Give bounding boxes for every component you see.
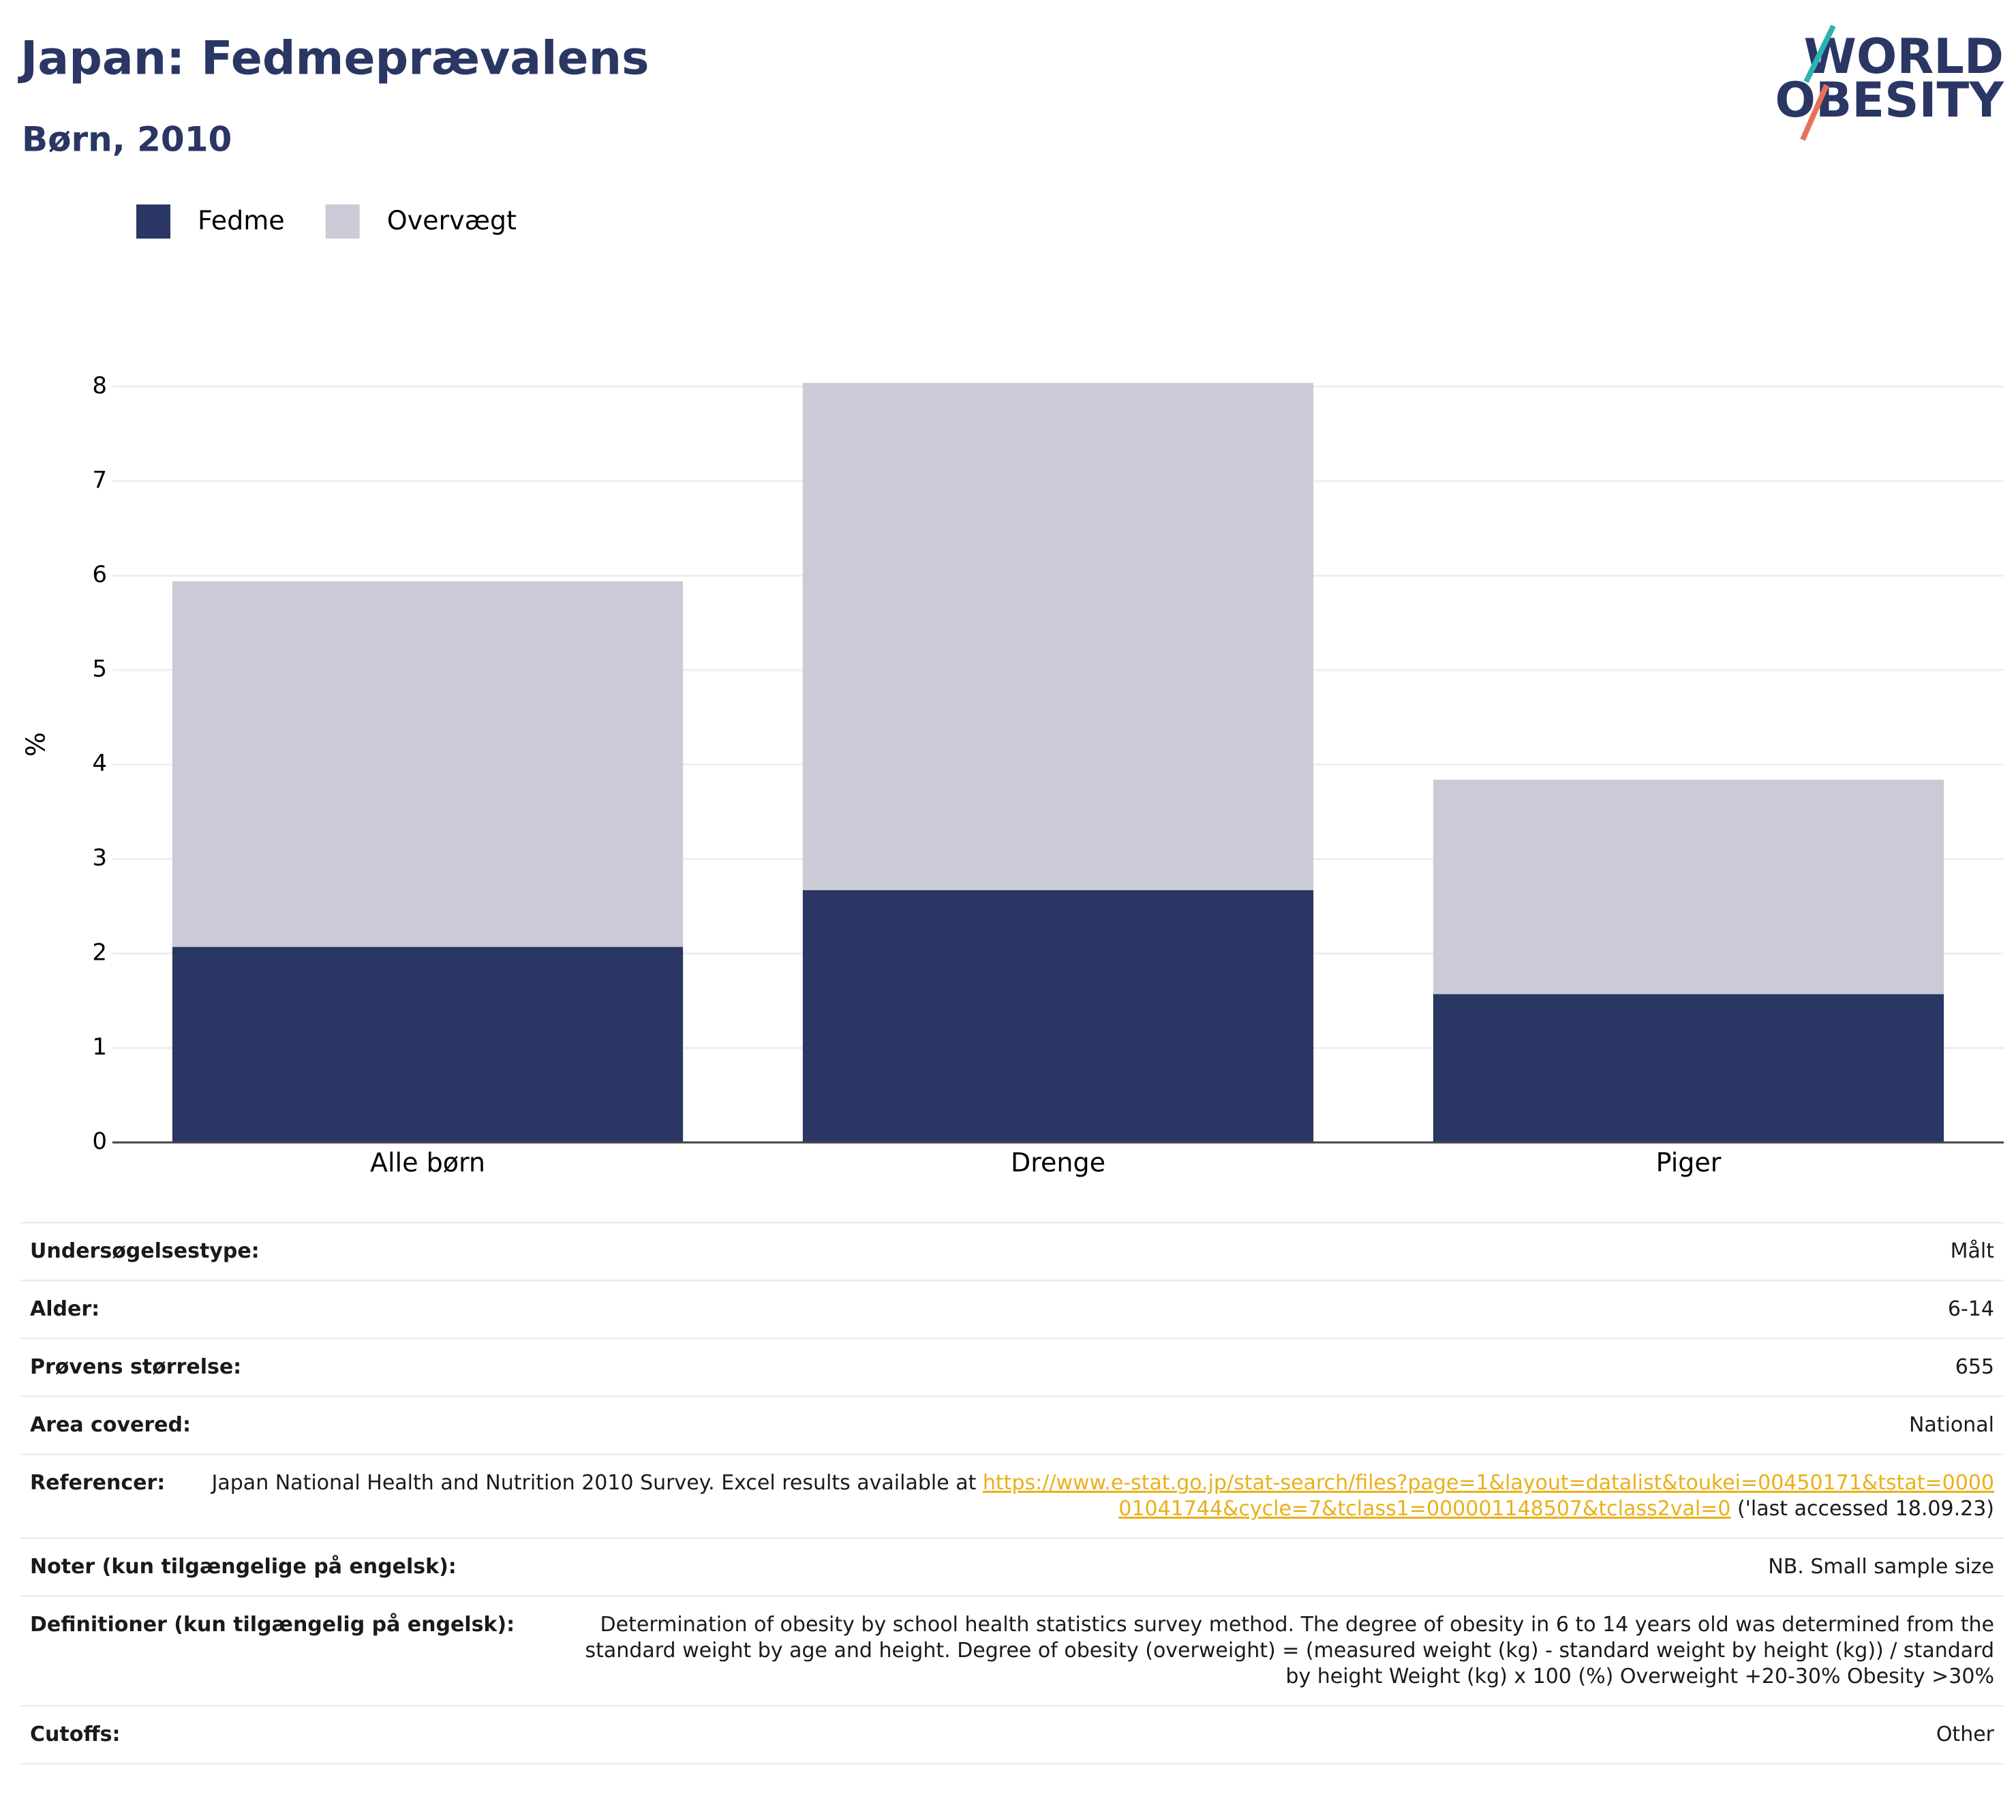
chart-title: Japan: Fedmeprævalens xyxy=(18,32,649,86)
chart: Japan: Fedmeprævalens Børn, 2010 WORLD O… xyxy=(18,25,2004,1178)
info-text: NB. Small sample size xyxy=(1768,1555,1994,1579)
info-value: National xyxy=(1909,1412,1994,1438)
info-value: Japan National Health and Nutrition 2010… xyxy=(206,1470,1994,1522)
info-value: Other xyxy=(1936,1722,1994,1748)
bar-segment xyxy=(802,382,1314,890)
info-text: 655 xyxy=(1955,1355,1994,1379)
legend-label: Fedme xyxy=(198,206,285,236)
bar-segment xyxy=(172,947,684,1142)
bar-segment xyxy=(1433,779,1944,995)
info-label: Referencer: xyxy=(30,1471,166,1495)
info-row: Referencer: Japan National Health and Nut… xyxy=(20,1453,2004,1537)
info-row: Alder: 6-14 xyxy=(20,1279,2004,1337)
info-row: Definitioner (kun tilgængelig på engelsk… xyxy=(20,1595,2004,1705)
info-value: 655 xyxy=(1955,1354,1994,1380)
bar-segment xyxy=(172,581,684,947)
info-row: Noter (kun tilgængelige på engelsk): NB. … xyxy=(20,1537,2004,1595)
legend-swatch xyxy=(325,204,360,239)
chart-subtitle: Børn, 2010 xyxy=(22,120,232,160)
y-tick-label: 8 xyxy=(92,372,107,399)
y-tick-label: 3 xyxy=(92,845,107,872)
y-axis-label: % xyxy=(21,732,51,757)
info-label: Cutoffs: xyxy=(30,1723,121,1746)
y-tick-label: 1 xyxy=(92,1033,107,1061)
x-tick-label: Drenge xyxy=(1011,1148,1105,1178)
bar-segment xyxy=(802,890,1314,1142)
y-tick-label: 4 xyxy=(92,750,107,777)
info-label: Prøvens størrelse: xyxy=(30,1355,242,1379)
info-text: Japan National Health and Nutrition 2010… xyxy=(211,1471,983,1495)
legend-label: Overvægt xyxy=(387,206,517,236)
y-tick-label: 5 xyxy=(92,656,107,683)
info-value: Målt xyxy=(1951,1239,1994,1264)
info-label: Definitioner (kun tilgængelig på engelsk… xyxy=(30,1613,515,1637)
info-text: ('last accessed 18.09.23) xyxy=(1730,1497,1994,1521)
info-row: Undersøgelsestype: Målt xyxy=(20,1222,2004,1279)
info-row: Area covered: National xyxy=(20,1395,2004,1453)
y-tick-label: 0 xyxy=(92,1128,107,1155)
legend-swatch xyxy=(136,204,170,239)
info-row: Prøvens størrelse: 655 xyxy=(20,1337,2004,1395)
info-label: Undersøgelsestype: xyxy=(30,1239,260,1263)
info-text: Determination of obesity by school healt… xyxy=(585,1613,1994,1688)
bar-segment xyxy=(1433,994,1944,1142)
info-table: Undersøgelsestype: Målt Alder: 6-14 Prøvens … xyxy=(20,1222,2004,1765)
reference-link[interactable]: https://www.e-stat.go.jp/stat-search/fil… xyxy=(982,1471,1994,1521)
info-value: 6-14 xyxy=(1948,1296,1994,1322)
info-label: Alder: xyxy=(30,1297,100,1321)
info-text: Målt xyxy=(1950,1239,1994,1263)
logo-text: WORLD xyxy=(1804,29,2004,85)
logo-slash xyxy=(1800,84,1829,141)
logo-slash xyxy=(1803,25,1836,83)
info-label: Noter (kun tilgængelige på engelsk): xyxy=(30,1555,457,1579)
info-text: Other xyxy=(1936,1723,1994,1746)
x-tick-label: Piger xyxy=(1656,1148,1722,1178)
info-label: Area covered: xyxy=(30,1413,191,1437)
y-tick-label: 6 xyxy=(92,561,107,588)
info-row: Cutoffs: Other xyxy=(20,1705,2004,1765)
info-text: 6-14 xyxy=(1947,1297,1994,1321)
info-text: National xyxy=(1908,1413,1994,1437)
info-value: Determination of obesity by school healt… xyxy=(555,1612,1994,1690)
y-tick-label: 7 xyxy=(92,466,107,494)
y-tick-label: 2 xyxy=(92,939,107,966)
info-value: NB. Small sample size xyxy=(1768,1554,1994,1580)
x-tick-label: Alle børn xyxy=(370,1148,485,1178)
